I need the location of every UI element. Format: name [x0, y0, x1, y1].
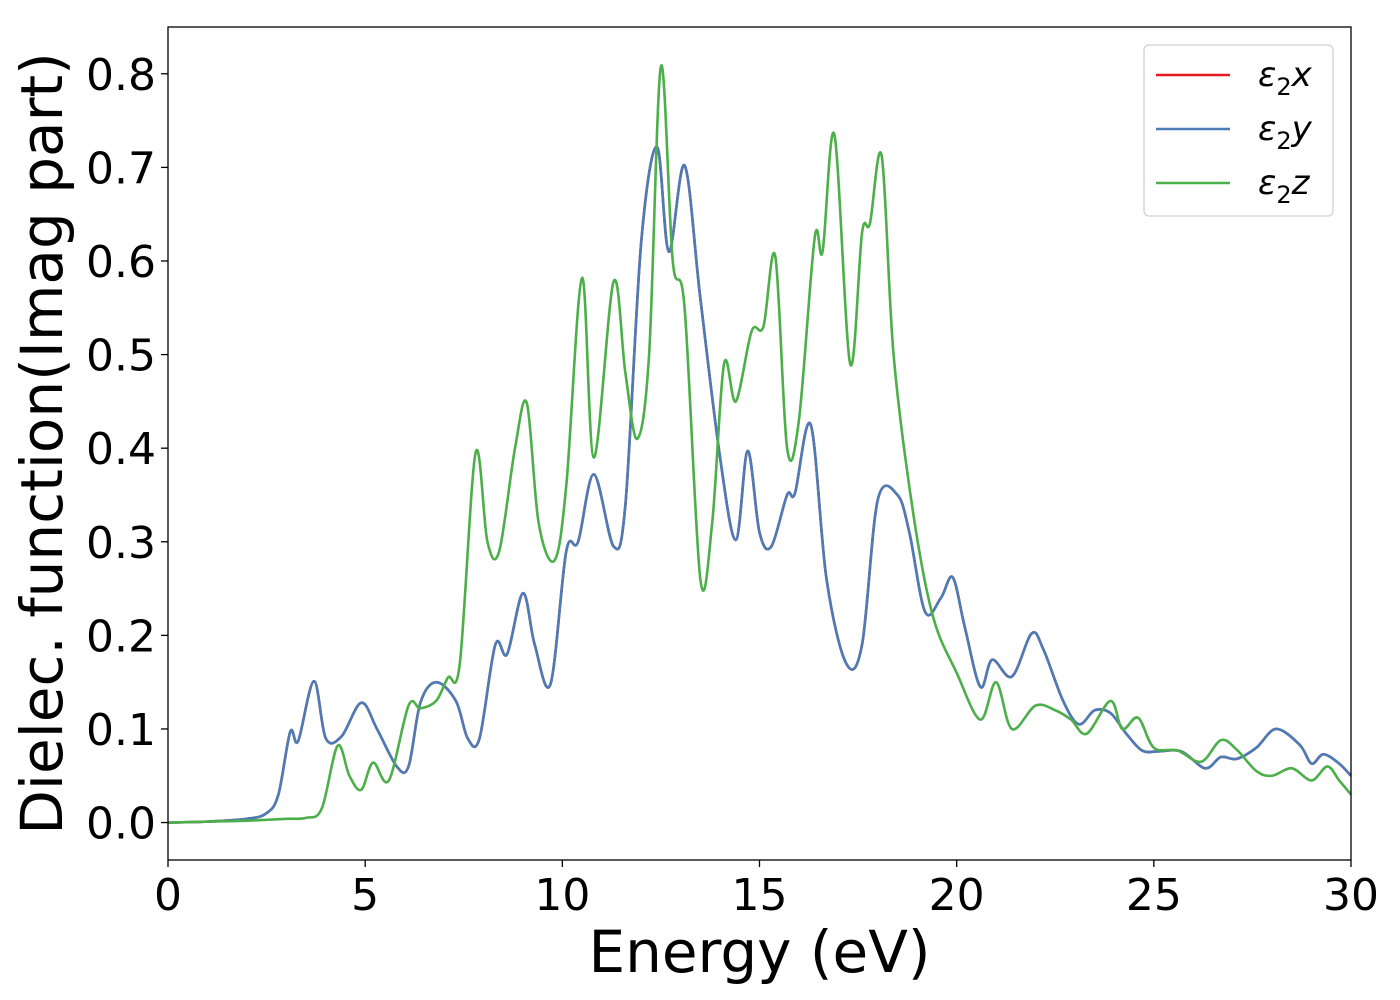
x-tick-label: 30: [1323, 870, 1379, 921]
legend: ε2x ε2y ε2z: [1143, 44, 1334, 217]
y-tick-label: 0.3: [86, 518, 156, 569]
x-axis: 0 5 10 15 20 25 30: [154, 860, 1379, 921]
x-tick-label: 25: [1126, 870, 1182, 921]
x-tick-label: 20: [929, 870, 985, 921]
y-tick-label: 0.8: [86, 50, 156, 101]
x-tick-label: 5: [351, 870, 379, 921]
legend-box: [1143, 44, 1334, 217]
x-tick-label: 0: [154, 870, 182, 921]
y-axis-label: Dielec. function(Imag part): [8, 52, 76, 835]
legend-label: ε2y: [1258, 109, 1313, 155]
y-axis: 0.0 0.1 0.2 0.3 0.4 0.5 0.6 0.7 0.8: [86, 50, 168, 850]
legend-label: ε2x: [1258, 55, 1313, 101]
y-tick-label: 0.1: [86, 705, 156, 756]
y-tick-label: 0.6: [86, 237, 156, 288]
y-tick-label: 0.4: [86, 424, 156, 475]
y-tick-label: 0.7: [86, 143, 156, 194]
x-tick-label: 10: [534, 870, 590, 921]
y-tick-label: 0.5: [86, 331, 156, 382]
y-tick-label: 0.0: [86, 799, 156, 850]
series-group: [167, 64, 1352, 824]
x-tick-label: 15: [732, 870, 788, 921]
y-tick-label: 0.2: [86, 611, 156, 662]
series-line-3: [167, 64, 1352, 824]
legend-label: ε2z: [1258, 163, 1311, 209]
x-axis-label: Energy (eV): [588, 918, 930, 986]
